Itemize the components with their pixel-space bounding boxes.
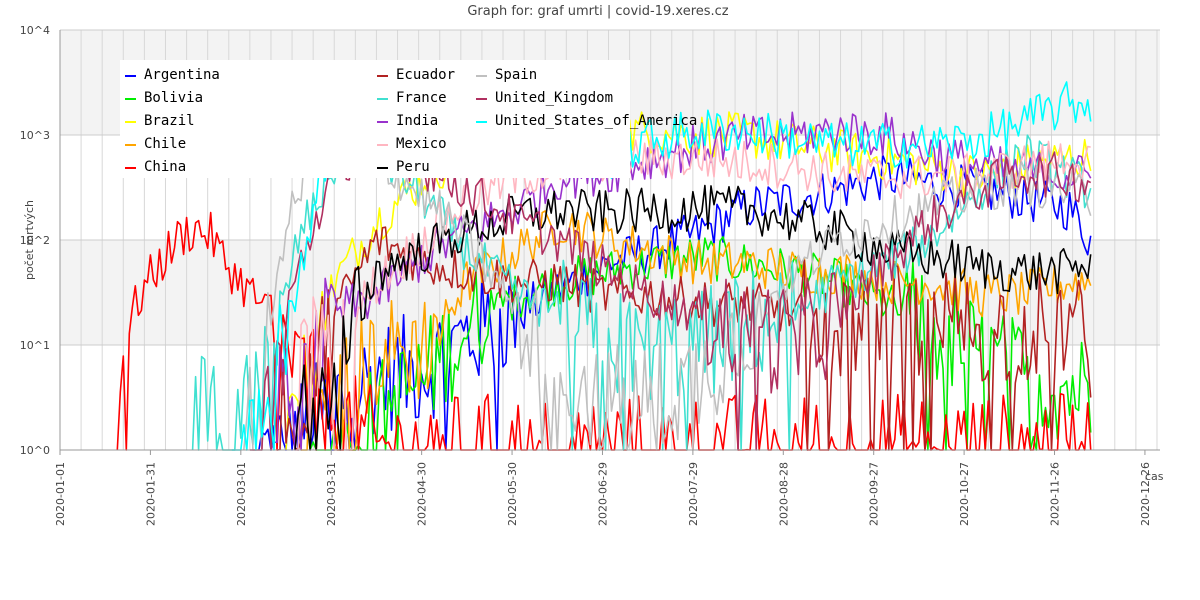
- axes: [59, 30, 1160, 451]
- legend-label-brazil: Brazil: [144, 113, 195, 129]
- x-tick-label: 2020-03-31: [325, 462, 338, 526]
- legend-swatch-india: [377, 121, 388, 123]
- legend-label-mexico: Mexico: [396, 136, 447, 152]
- legend-swatch-france: [377, 98, 388, 100]
- x-tick-label: 2020-01-01: [54, 462, 67, 526]
- x-tick-labels: 2020-01-01 2020-01-31 2020-03-01 2020-03-31…: [54, 450, 1152, 526]
- x-tick-label: 2020-01-31: [144, 462, 157, 526]
- x-tick-label: 2020-05-30: [506, 462, 519, 526]
- legend-label-china: China: [144, 159, 186, 175]
- legend-label-chile: Chile: [144, 136, 186, 152]
- legend-label-india: India: [396, 113, 438, 129]
- legend-swatch-united-states-of-america: [476, 121, 487, 123]
- series-line-china: [116, 211, 1092, 451]
- x-axis-label: cas: [1145, 470, 1164, 483]
- legend-swatch-argentina: [125, 75, 136, 77]
- legend-swatch-chile: [125, 144, 136, 146]
- y-tick-labels: 10^0 10^1 10^2 10^3 10^4: [20, 24, 50, 457]
- legend-label-united-states-of-america: United_States_of_America: [495, 113, 697, 129]
- legend-label-spain: Spain: [495, 67, 537, 83]
- legend-box: [120, 60, 630, 178]
- legend-swatch-spain: [476, 75, 487, 77]
- chart-title: Graph for: graf umrti | covid-19.xeres.c…: [467, 4, 728, 19]
- y-tick-label: 10^0: [20, 444, 50, 457]
- legend-swatch-ecuador: [377, 75, 388, 77]
- series-line-chile: [301, 210, 1092, 451]
- x-tick-label: 2020-10-27: [958, 462, 971, 526]
- legend-swatch-brazil: [125, 121, 136, 123]
- y-tick-label: 10^3: [20, 129, 50, 142]
- legend-swatch-bolivia: [125, 98, 136, 100]
- legend-swatch-peru: [377, 167, 388, 169]
- legend-label-ecuador: Ecuador: [396, 67, 455, 83]
- x-tick-label: 2020-11-26: [1049, 462, 1062, 526]
- legend-label-france: France: [396, 90, 447, 106]
- legend-label-argentina: Argentina: [144, 67, 220, 83]
- legend-swatch-mexico: [377, 144, 388, 146]
- series-line-peru: [294, 184, 1092, 451]
- x-tick-label: 2020-04-30: [416, 462, 429, 526]
- legend: Argentina Bolivia Brazil Chile China Ecuador F…: [120, 60, 697, 178]
- y-tick-label: 10^1: [20, 339, 50, 352]
- x-tick-label: 2020-07-29: [687, 462, 700, 526]
- x-tick-label: 2020-08-28: [777, 462, 790, 526]
- legend-label-united-kingdom: United_Kingdom: [495, 90, 613, 106]
- x-tick-label: 2020-12-26: [1139, 462, 1152, 526]
- y-tick-label: 10^2: [20, 234, 50, 247]
- legend-swatch-china: [125, 167, 136, 169]
- y-axis-label: počet mrtvých: [23, 200, 36, 280]
- x-tick-label: 2020-06-29: [596, 462, 609, 526]
- legend-swatch-united-kingdom: [476, 98, 487, 100]
- x-tick-label: 2020-09-27: [868, 462, 881, 526]
- legend-label-peru: Peru: [396, 159, 430, 175]
- y-tick-label: 10^4: [20, 24, 50, 37]
- x-tick-label: 2020-03-01: [235, 462, 248, 526]
- legend-label-bolivia: Bolivia: [144, 90, 203, 106]
